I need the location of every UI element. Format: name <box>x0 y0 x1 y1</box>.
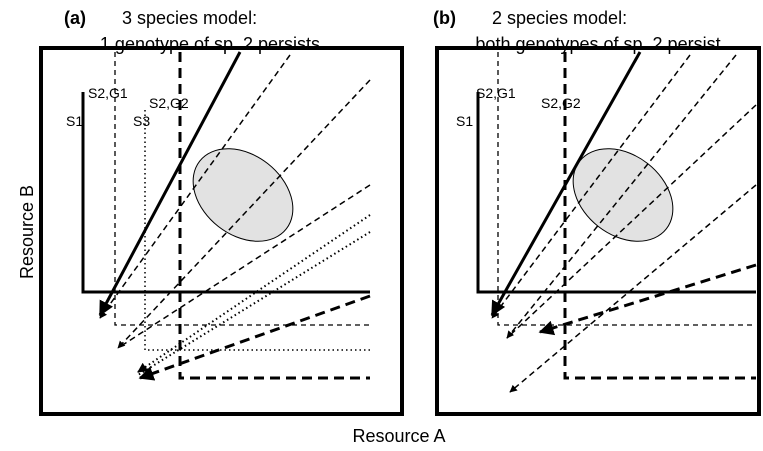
panel-title: 3 species model: <box>122 8 257 28</box>
x-axis-label: Resource A <box>352 426 445 446</box>
y-axis-label: Resource B <box>17 185 37 279</box>
panel-b: (b) 2 species model: both genotypes of s… <box>433 8 761 416</box>
zngi-s1 <box>476 92 756 294</box>
supply-vector <box>490 51 642 317</box>
supply-vector <box>509 184 757 393</box>
panel-a: (a) 3 species model: 1 genotype of sp. 2… <box>39 8 404 416</box>
panel-subtitle: both genotypes of sp. 2 persist <box>475 34 720 54</box>
zngi-s2g1 <box>497 52 756 326</box>
supply-vector <box>98 51 242 317</box>
habitat-ellipse <box>572 148 674 242</box>
supply-vector <box>137 214 371 373</box>
line-label: S2,G2 <box>149 95 189 111</box>
zngi-s2g2 <box>563 52 756 380</box>
panel-frame <box>435 46 761 416</box>
panel-title: 2 species model: <box>492 8 627 28</box>
panel-frame <box>39 46 404 416</box>
line-label: S2,G2 <box>541 95 581 111</box>
line-label: S1 <box>66 113 83 129</box>
supply-vector <box>117 79 371 349</box>
line-label: S1 <box>456 113 473 129</box>
supply-vector <box>137 231 371 376</box>
supply-vector <box>117 184 371 349</box>
panel-label: (b) <box>433 8 456 28</box>
supply-vector <box>138 294 371 381</box>
supply-vector <box>538 263 757 336</box>
line-label: S2,G1 <box>88 85 128 101</box>
supply-vector <box>506 54 737 339</box>
supply-vector <box>506 104 757 339</box>
zngi-s2g2 <box>178 52 370 380</box>
zngi-s3 <box>144 110 370 351</box>
supply-vector <box>99 54 291 319</box>
supply-vector <box>491 54 691 319</box>
panel-subtitle: 1 genotype of sp. 2 persists <box>100 34 320 54</box>
habitat-ellipse <box>192 148 294 242</box>
line-label: S3 <box>133 113 150 129</box>
line-label: S2,G1 <box>476 85 516 101</box>
panel-label: (a) <box>64 8 86 28</box>
